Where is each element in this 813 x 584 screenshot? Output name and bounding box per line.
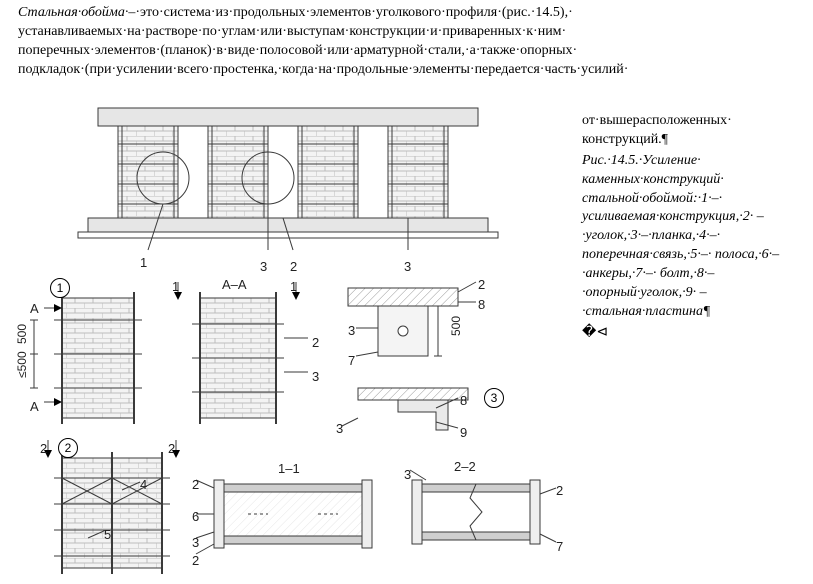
caption-cont: от·вышерасположенных· конструкций.¶	[582, 112, 797, 150]
hdr-22: 2–2	[454, 458, 476, 476]
s11-3: 3	[192, 534, 199, 552]
dim-500c: 500	[448, 316, 464, 336]
s22-2: 2	[556, 482, 563, 500]
section-AA	[178, 282, 308, 424]
dim-500b: ≤500	[14, 351, 30, 378]
circle-3: 3	[484, 388, 504, 408]
hdr-AA: A–A	[222, 276, 247, 294]
lbl-2a: 2	[290, 258, 297, 276]
hdr-11: 1–1	[278, 460, 300, 478]
circle-1: 1	[50, 278, 70, 298]
section-2-2	[410, 470, 556, 544]
d3-9: 9	[460, 424, 467, 442]
figure-svg	[18, 108, 578, 578]
dim-500a: 500	[14, 324, 30, 344]
circle-2: 2	[58, 438, 78, 458]
s22-7: 7	[556, 538, 563, 556]
s11-6: 6	[192, 508, 199, 526]
arrow-2r: 2	[168, 440, 175, 458]
lead-3: 3	[312, 368, 319, 386]
caption-tail: �⊲	[582, 324, 797, 343]
detail-3	[342, 388, 468, 430]
lead-2: 2	[312, 334, 319, 352]
arrow-1l: 1	[172, 278, 179, 296]
s11-2b: 2	[192, 552, 199, 570]
A-top: A	[30, 300, 39, 318]
arrow-2l: 2	[40, 440, 47, 458]
s2-4: 4	[140, 476, 147, 494]
section-1-1	[196, 480, 372, 554]
d-3: 3	[348, 322, 355, 340]
caption-column: от·вышерасположенных· конструкций.¶ Рис.…	[582, 112, 797, 345]
subfig-2	[48, 440, 176, 574]
s2-5: 5	[104, 526, 111, 544]
caption-italic: Рис.·14.5.·Усиление· каменных·конструкци…	[582, 152, 797, 322]
subfig-1	[30, 292, 142, 424]
d3-3: 3	[336, 420, 343, 438]
d-7: 7	[348, 352, 355, 370]
top-elevation	[78, 108, 498, 250]
A-bot: A	[30, 398, 39, 416]
lbl-1: 1	[140, 254, 147, 272]
d-8: 8	[478, 296, 485, 314]
s11-2a: 2	[192, 476, 199, 494]
lead-italic: Стальная·обойма·	[18, 5, 128, 20]
arrow-1r: 1	[290, 278, 297, 296]
s22-3: 3	[404, 466, 411, 484]
main-paragraph: Стальная·обойма·–·это·система·из·продоль…	[18, 4, 796, 80]
lbl-3a: 3	[260, 258, 267, 276]
lbl-3b: 3	[404, 258, 411, 276]
d-2: 2	[478, 276, 485, 294]
d3-8: 8	[460, 392, 467, 410]
